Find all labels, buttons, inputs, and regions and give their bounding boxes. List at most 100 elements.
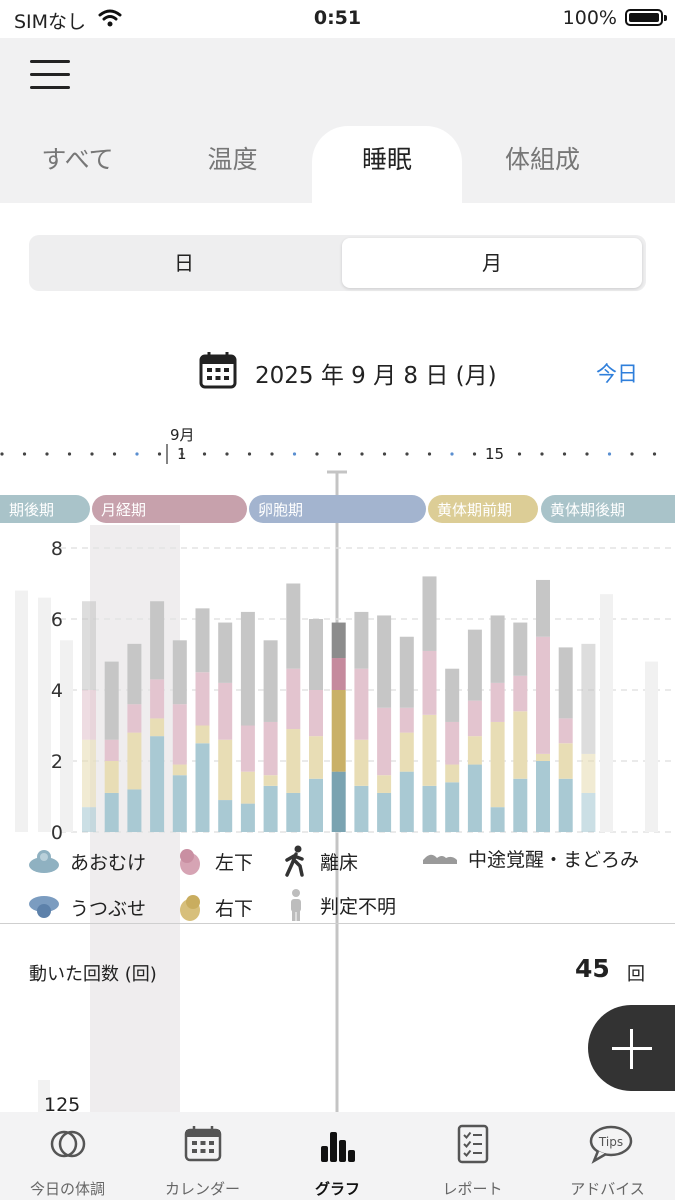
unknown-person-icon — [291, 889, 301, 921]
bar-left-side — [331, 658, 346, 690]
bar-awake — [172, 640, 187, 705]
ghost-bar — [60, 640, 73, 832]
legend-label: 中途覚醒・まどろみ — [468, 848, 640, 871]
awake-icon — [423, 854, 457, 864]
bar-awake — [195, 608, 210, 673]
timeline-dot — [202, 452, 207, 456]
bar-supine — [104, 792, 119, 832]
timeline-dot — [225, 452, 229, 456]
legend-awake: 中途覚醒・まどろみ — [422, 843, 639, 873]
bar-awake — [354, 611, 369, 669]
bar-awake — [240, 611, 255, 726]
movement-count-unit: 回 — [627, 964, 645, 985]
phase-label: 卵胞期 — [258, 501, 303, 519]
tab-sleep[interactable]: 睡眠 — [361, 145, 412, 174]
bar-awake — [513, 622, 528, 676]
bar-left-side — [172, 704, 187, 765]
bar-right-side — [150, 718, 165, 737]
today-button[interactable]: 今日 — [596, 362, 638, 386]
phase-bar: 期後期 月経期 卵胞期 黄体期前期 黄体期後期 — [0, 495, 675, 523]
chart-bars — [15, 576, 658, 832]
timeline-dot — [67, 452, 72, 456]
legend-supine: あおむけ — [28, 846, 146, 876]
plus-icon-vertical — [630, 1029, 633, 1069]
segment-month[interactable]: 月 — [342, 238, 642, 288]
bar-awake — [104, 661, 119, 740]
timeline-dot — [180, 452, 184, 456]
phase-segment — [428, 495, 538, 523]
tab-body-composition[interactable]: 体組成 — [504, 145, 580, 174]
timeline-dot — [337, 452, 342, 456]
y-axis-ticks: 0 2 4 6 8 — [51, 538, 63, 844]
tab-temperature[interactable]: 温度 — [207, 145, 258, 174]
bar-supine — [82, 807, 96, 832]
segment-day[interactable]: 日 — [174, 251, 194, 275]
bar-left-side — [82, 690, 96, 740]
calendar-picker-icon[interactable] — [199, 351, 237, 389]
phase-label: 期後期 — [9, 501, 54, 519]
phase-label: 月経期 — [101, 501, 146, 519]
prone-icon — [29, 896, 59, 918]
nav-graph[interactable]: グラフ — [270, 1112, 405, 1200]
phase-segment — [541, 495, 675, 523]
timeline-dot — [607, 452, 612, 456]
phase-label: 黄体期前期 — [437, 501, 512, 519]
bar-supine — [195, 743, 210, 832]
bar-right-side — [104, 761, 119, 793]
bar-left-side — [377, 707, 392, 776]
status-bar: SIMなし 0:51 100% — [0, 0, 675, 38]
bar-left-side — [399, 707, 414, 733]
bar-supine — [354, 785, 369, 832]
timeline-dot — [450, 452, 454, 456]
timeline-dot — [652, 452, 657, 456]
legend-prone: うつぶせ — [28, 892, 146, 922]
timeline-dots — [0, 452, 657, 456]
supine-icon — [29, 850, 59, 873]
calendar-icon — [184, 1126, 222, 1162]
bar-awake — [377, 615, 392, 708]
bar-right-side — [399, 732, 414, 772]
bar-left-side — [309, 690, 323, 737]
bar-right-side — [467, 736, 482, 765]
menu-icon[interactable] — [30, 60, 70, 90]
bar-left-side — [354, 668, 369, 740]
nav-report[interactable]: レポート — [405, 1112, 540, 1200]
condition-icon — [50, 1130, 86, 1158]
timeline-dot — [315, 452, 319, 456]
bar-awake — [558, 647, 573, 719]
battery-icon — [625, 9, 667, 26]
svg-text:Tips: Tips — [598, 1135, 623, 1149]
timeline-dot — [472, 452, 477, 456]
bar-awake — [490, 615, 505, 683]
bar-left-side — [150, 679, 165, 719]
bar-right-side — [127, 732, 142, 790]
timeline-dot — [427, 452, 432, 456]
bar-awake — [82, 601, 96, 690]
bar-supine — [218, 800, 233, 832]
bar-supine — [150, 736, 165, 832]
bar-supine — [309, 778, 323, 832]
timeline-dot — [405, 452, 409, 456]
bar-right-side — [172, 764, 187, 776]
timeline-dot — [585, 452, 589, 456]
phase-segment — [92, 495, 247, 523]
y-tick-label: 8 — [51, 538, 63, 560]
bar-left-side — [240, 725, 255, 772]
bar-left-side — [422, 650, 437, 715]
bar-left-side — [513, 675, 528, 712]
nav-today-condition[interactable]: 今日の体調 — [0, 1112, 135, 1200]
tab-all[interactable]: すべて — [41, 145, 114, 174]
section-divider — [0, 923, 675, 924]
nav-advice[interactable]: Tips アドバイス — [540, 1112, 675, 1200]
bar-supine — [377, 792, 392, 832]
bar-right-side — [82, 739, 96, 808]
bar-right-side — [581, 753, 596, 793]
bar-left-side — [127, 704, 142, 733]
left-side-icon — [180, 849, 200, 875]
nav-calendar[interactable]: カレンダー — [135, 1112, 270, 1200]
bar-right-side — [263, 775, 278, 786]
timeline-dot — [540, 452, 544, 456]
sleep-position-chart: 期後期 月経期 卵胞期 黄体期前期 黄体期後期 0 2 4 6 8 — [0, 444, 675, 1112]
bar-right-side — [513, 711, 528, 779]
timeline-dot — [247, 452, 252, 456]
